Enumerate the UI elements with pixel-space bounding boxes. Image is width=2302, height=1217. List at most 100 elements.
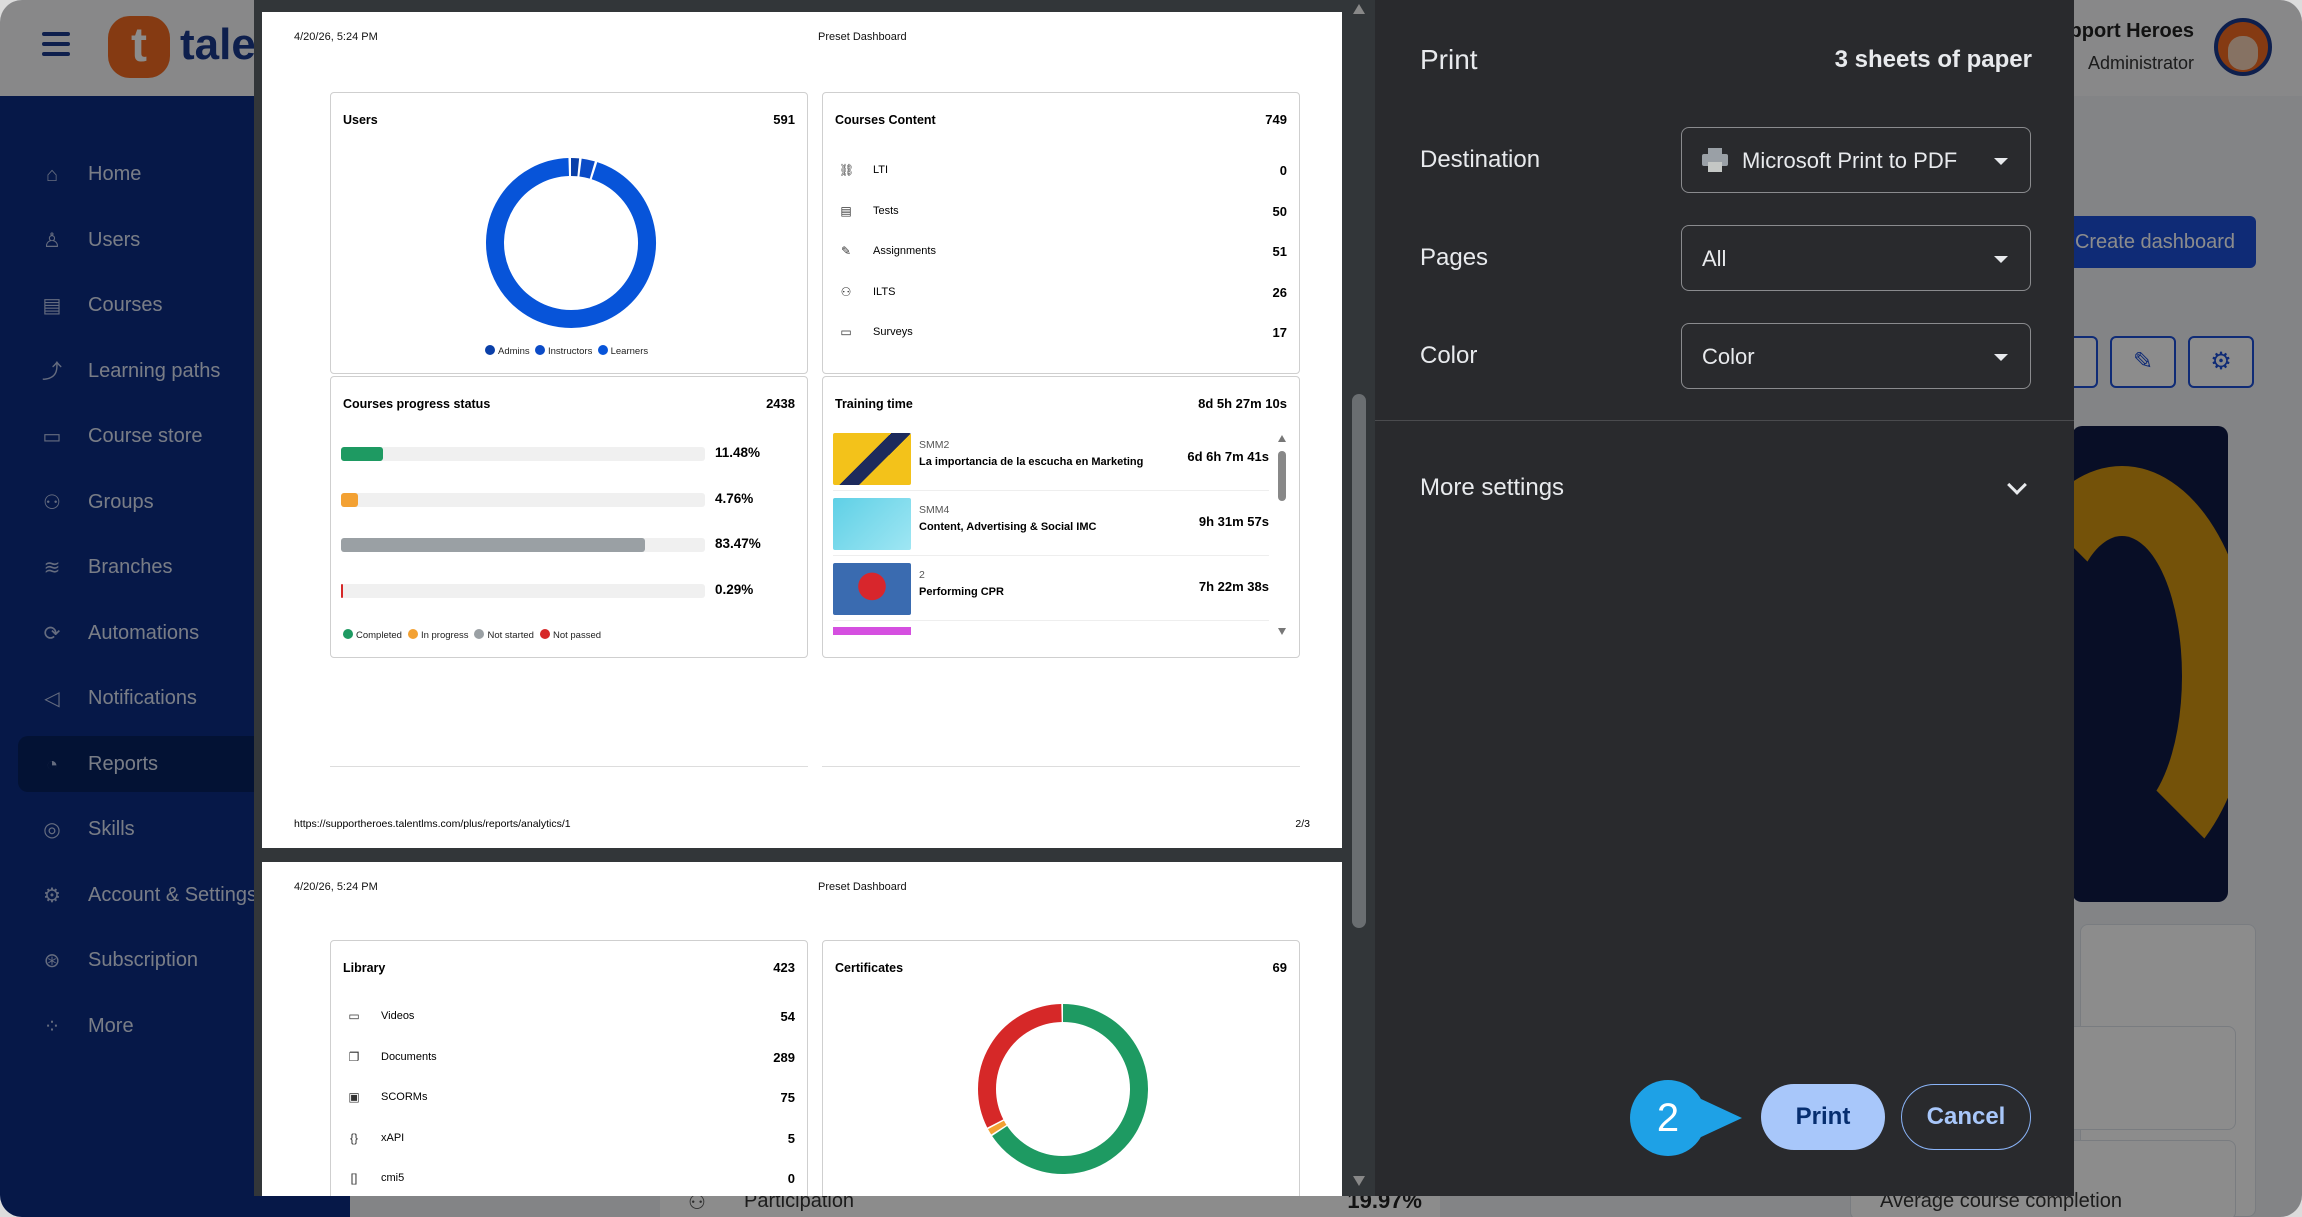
user-info[interactable]: pport Heroes Administrator xyxy=(2070,20,2194,74)
row-label: Documents xyxy=(381,1050,437,1063)
sidebar-item-label: Learning paths xyxy=(88,359,221,382)
progress-fill xyxy=(341,447,383,461)
page-title: Preset Dashboard xyxy=(818,881,907,893)
row-value: 17 xyxy=(1272,325,1287,340)
user-icon: ♙ xyxy=(43,229,61,252)
courses-content-card: Courses Content 749 ⛓ LTI 0 ▤ Tests 50 ✎ Assign… xyxy=(822,92,1300,374)
sidebar-item-label: More xyxy=(88,1014,134,1037)
sidebar-item-groups[interactable]: ⚇ Groups xyxy=(18,474,328,530)
course-thumbnail xyxy=(833,433,911,485)
step-number: 2 xyxy=(1630,1080,1706,1156)
legend-label: Not passed xyxy=(552,630,602,641)
edit-icon[interactable]: ✎ xyxy=(2110,336,2176,388)
sidebar-item-branches[interactable]: ≋ Branches xyxy=(18,539,328,595)
preview-scroll-up-icon[interactable] xyxy=(1352,2,1366,14)
cmi5-icon: [] xyxy=(350,1171,358,1185)
destination-select[interactable]: Microsoft Print to PDF xyxy=(1681,127,2031,193)
training-value: 8d 5h 27m 10s xyxy=(1198,396,1287,411)
sidebar-item-label: Branches xyxy=(88,556,173,578)
hamburger-menu-icon[interactable] xyxy=(42,32,70,58)
path-icon: ⤴ xyxy=(42,360,62,383)
create-dashboard-button[interactable]: Create dashboard xyxy=(2054,216,2256,268)
scorm-icon: ▣ xyxy=(348,1090,360,1104)
chevron-down-icon[interactable] xyxy=(2007,475,2027,495)
dropdown-caret-icon xyxy=(1994,256,2008,263)
print-title: Print xyxy=(1420,44,1478,75)
sidebar-item-label: Course store xyxy=(88,425,203,447)
list-item: ⚇ ILTS 26 xyxy=(835,285,1287,305)
progress-title: Courses progress status xyxy=(343,397,491,411)
training-row: SMM2 La importancia de la escucha en Mark… xyxy=(833,429,1269,491)
user-name: pport Heroes xyxy=(2069,20,2194,42)
row-label: cmi5 xyxy=(381,1172,405,1184)
progress-bar xyxy=(341,447,705,461)
logo-icon[interactable]: t xyxy=(108,16,170,78)
book-icon: ▤ xyxy=(42,295,62,317)
color-label: Color xyxy=(1420,342,1478,369)
legend-dot xyxy=(343,629,353,639)
legend-label: Completed xyxy=(356,630,402,641)
list-item: ▣ SCORMs 75 xyxy=(343,1090,795,1110)
page-url: https://supportheroes.talentlms.com/plus… xyxy=(294,818,571,830)
preview-page: 4/20/26, 5:24 PM Preset Dashboard Librar… xyxy=(262,862,1342,1196)
sidebar-item-label: Reports xyxy=(88,752,159,775)
print-preview[interactable]: 4/20/26, 5:24 PM Preset Dashboard Users … xyxy=(254,0,1375,1196)
sidebar-item-course-store[interactable]: ▭ Course store xyxy=(18,408,328,464)
test-icon: ▤ xyxy=(840,203,852,218)
sidebar-item-automations[interactable]: ⟳ Automations xyxy=(18,605,328,661)
sidebar-item-more[interactable]: ⁘ More xyxy=(18,998,328,1054)
users-legend: Admins Instructors Learners xyxy=(485,345,648,357)
sidebar-item-notifications[interactable]: ◁ Notifications xyxy=(18,670,328,726)
avatar[interactable] xyxy=(2214,18,2272,76)
list-item: ▭ Surveys 17 xyxy=(835,325,1287,345)
pages-select[interactable]: All xyxy=(1681,225,2031,291)
certificates-title: Certificates xyxy=(835,961,904,975)
progress-value: 2438 xyxy=(766,396,795,411)
pencil-icon: ✎ xyxy=(840,244,852,258)
sidebar-item-label: Courses xyxy=(88,294,163,316)
row-label: Assignments xyxy=(873,245,936,257)
course-time: 7h 22m 38s xyxy=(1198,579,1269,594)
preview-scroll-down-icon[interactable] xyxy=(1352,1176,1366,1188)
sidebar-item-subscription[interactable]: ⊛ Subscription xyxy=(18,932,328,988)
preview-scrollbar[interactable] xyxy=(1352,394,1366,928)
users-title: Users xyxy=(343,113,378,127)
row-value: 0 xyxy=(1279,163,1287,178)
cancel-button[interactable]: Cancel xyxy=(1901,1084,2031,1150)
training-scrollbar[interactable] xyxy=(1277,435,1287,635)
row-value: 26 xyxy=(1272,284,1287,300)
sidebar-item-label: Notifications xyxy=(88,687,197,709)
color-select[interactable]: Color xyxy=(1681,323,2031,389)
sidebar-item-home[interactable]: ⌂ Home xyxy=(18,146,328,202)
donut-segment xyxy=(992,1004,1148,1174)
users-value: 591 xyxy=(773,112,795,127)
dropdown-caret-icon xyxy=(1994,354,2008,361)
sidebar-item-users[interactable]: ♙ Users xyxy=(18,212,328,268)
more-settings-toggle[interactable]: More settings xyxy=(1420,474,1565,501)
sidebar-item-learning-paths[interactable]: ⤴ Learning paths xyxy=(18,343,328,399)
home-icon: ⌂ xyxy=(45,164,59,186)
training-row: SMM4 Content, Advertising & Social IMC 9h … xyxy=(833,494,1269,556)
settings-icon[interactable]: ⚙ xyxy=(2188,336,2254,388)
library-value: 423 xyxy=(773,960,795,975)
row-label: ILTS xyxy=(873,285,896,298)
sidebar-item-skills[interactable]: ◎ Skills xyxy=(18,801,328,857)
sidebar-item-courses[interactable]: ▤ Courses xyxy=(18,277,328,333)
destination-label: Destination xyxy=(1420,146,1541,173)
row-value: 0 xyxy=(787,1171,795,1186)
course-code: SMM2 xyxy=(919,439,950,451)
progress-percent: 0.29% xyxy=(715,581,754,597)
donut-segment xyxy=(988,1120,1007,1135)
list-item: ✎ Assignments 51 xyxy=(835,244,1287,264)
sidebar-item-account-settings[interactable]: ⚙ Account & Settings xyxy=(18,867,328,923)
courses-content-value: 749 xyxy=(1265,112,1287,127)
course-code: SMM4 xyxy=(919,504,950,516)
color-value: Color xyxy=(1702,344,1755,369)
row-value: 51 xyxy=(1272,244,1287,259)
list-item: [] cmi5 0 xyxy=(343,1171,795,1191)
preview-page: 4/20/26, 5:24 PM Preset Dashboard Users … xyxy=(262,12,1342,848)
print-button[interactable]: Print xyxy=(1761,1084,1885,1150)
sidebar-item-label: Automations xyxy=(88,621,200,644)
certificates-donut-chart xyxy=(978,1004,1148,1174)
xapi-icon: {} xyxy=(349,1130,358,1145)
